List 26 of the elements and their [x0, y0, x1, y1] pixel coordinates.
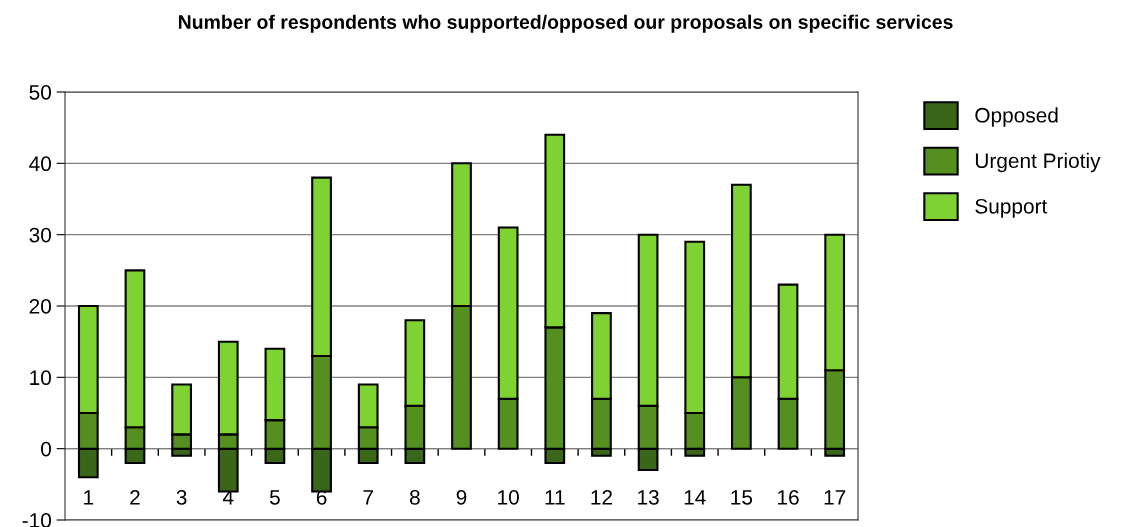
x-tick-label: 15	[731, 490, 753, 505]
x-tick-label: 2	[130, 489, 140, 505]
x-tick-label: 7	[363, 490, 373, 505]
y-tick-label: -10	[22, 513, 51, 527]
x-tick-label: 16	[778, 489, 799, 505]
chart-title: Number of respondents who supported/opposed our proposals on specific services	[178, 14, 953, 33]
x-tick-label: 3	[176, 489, 187, 505]
x-tick-label: 12	[591, 489, 612, 505]
x-tick-label: 11	[545, 490, 565, 505]
x-tick-label: 10	[498, 489, 519, 505]
x-tick-label: 17	[824, 490, 846, 505]
y-tick-label: 30	[29, 227, 51, 243]
legend-label: Urgent Priotiy	[975, 152, 1101, 173]
x-tick-label: 14	[684, 490, 706, 505]
y-tick-label: 40	[29, 156, 51, 172]
x-tick-label: 13	[638, 489, 659, 505]
y-tick-label: 0	[41, 441, 51, 457]
x-tick-label: 1	[84, 490, 94, 505]
legend-label: Support	[975, 198, 1048, 218]
y-tick-label: 50	[29, 85, 51, 100]
y-tick-label: 10	[30, 370, 51, 386]
x-tick-label: 9	[456, 489, 467, 505]
y-tick-label: 20	[29, 299, 51, 314]
legend-label: Opposed	[975, 107, 1058, 127]
x-tick-label: 5	[269, 490, 280, 505]
x-tick-label: 8	[409, 489, 420, 505]
